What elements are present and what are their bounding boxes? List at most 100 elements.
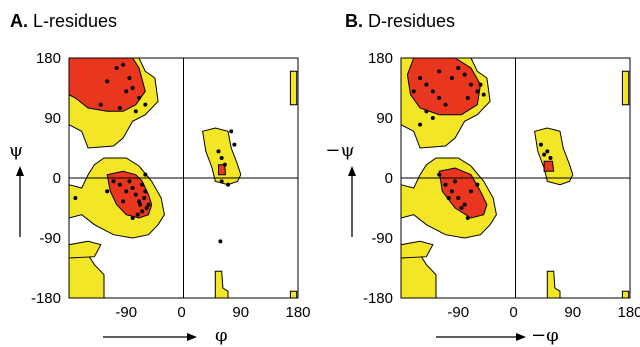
y-tick-label: -90 xyxy=(39,230,61,247)
core-region xyxy=(406,57,482,116)
data-point xyxy=(143,172,148,177)
panel-title: A. L-residues xyxy=(10,11,117,31)
data-point xyxy=(424,109,429,114)
allowed-region xyxy=(621,290,630,299)
data-point xyxy=(226,182,231,187)
x-axis-arrow-head xyxy=(516,333,526,341)
data-point xyxy=(481,92,486,97)
data-point xyxy=(121,199,126,204)
data-point xyxy=(124,89,129,94)
data-point xyxy=(140,182,145,187)
x-tick-label: 0 xyxy=(509,304,517,321)
x-axis-label: φ xyxy=(215,325,228,346)
allowed-region xyxy=(289,70,298,106)
core-region xyxy=(218,164,227,176)
x-tick-label: 180 xyxy=(285,304,310,321)
data-point xyxy=(222,162,227,167)
panel-letter: A. xyxy=(10,11,28,31)
x-axis-arrow-head xyxy=(187,333,197,341)
data-point xyxy=(73,196,78,200)
data-point xyxy=(127,76,132,80)
data-point xyxy=(424,82,429,87)
data-point xyxy=(146,202,151,207)
data-point xyxy=(98,102,103,107)
data-point xyxy=(136,199,141,204)
data-point xyxy=(142,196,147,200)
data-point xyxy=(135,212,140,217)
data-point xyxy=(465,96,470,100)
data-point xyxy=(229,129,234,134)
data-point xyxy=(121,62,126,67)
data-point xyxy=(465,216,470,220)
data-point xyxy=(114,66,119,70)
data-point xyxy=(430,116,435,120)
y-axis-arrow-head xyxy=(348,166,356,176)
data-point xyxy=(117,182,122,187)
y-axis-label: −ψ xyxy=(325,140,354,161)
data-point xyxy=(105,79,110,84)
data-point xyxy=(138,202,143,207)
data-point xyxy=(478,82,483,87)
data-point xyxy=(232,142,237,147)
panel-title: B. D-residues xyxy=(345,11,455,31)
data-point xyxy=(446,196,451,200)
allowed-region xyxy=(621,70,630,106)
data-point xyxy=(437,69,442,74)
data-point xyxy=(127,179,132,184)
data-point xyxy=(437,96,442,100)
data-point xyxy=(462,72,467,77)
data-point xyxy=(542,152,547,157)
data-point xyxy=(456,66,461,70)
data-point xyxy=(144,206,149,210)
data-point xyxy=(143,102,148,107)
data-point xyxy=(475,182,480,187)
y-tick-label: 180 xyxy=(368,50,393,67)
x-tick-label: 90 xyxy=(232,304,249,321)
data-point xyxy=(130,86,135,90)
allowed-region xyxy=(289,290,298,299)
x-tick-label: 90 xyxy=(564,304,581,321)
data-point xyxy=(130,186,135,190)
data-point xyxy=(456,196,461,200)
panel-letter: B. xyxy=(345,11,363,31)
data-point xyxy=(130,216,135,220)
y-tick-label: 0 xyxy=(385,170,393,187)
data-point xyxy=(105,189,110,194)
data-point xyxy=(218,239,223,244)
y-tick-label: 90 xyxy=(376,110,393,127)
data-point xyxy=(418,122,423,127)
data-point xyxy=(545,149,550,154)
data-point xyxy=(443,102,448,107)
data-point xyxy=(216,149,221,154)
data-point xyxy=(136,96,141,100)
data-point xyxy=(124,189,129,194)
plot-frame xyxy=(68,57,299,299)
y-tick-label: 90 xyxy=(44,110,61,127)
data-point xyxy=(462,202,467,207)
y-tick-label: -180 xyxy=(31,290,61,307)
data-point xyxy=(538,142,543,147)
y-tick-label: 0 xyxy=(53,170,61,187)
data-point xyxy=(449,76,454,80)
x-tick-label: -90 xyxy=(115,304,137,321)
data-point xyxy=(437,172,442,177)
data-point xyxy=(117,106,122,110)
data-point xyxy=(475,89,480,94)
y-tick-label: 180 xyxy=(36,50,61,67)
data-point xyxy=(411,89,416,94)
panel-title-text: L-residues xyxy=(33,11,117,31)
panel-title-text: D-residues xyxy=(368,11,455,31)
data-point xyxy=(468,82,473,87)
data-point xyxy=(430,89,435,94)
x-tick-label: 180 xyxy=(617,304,640,321)
data-point xyxy=(133,192,138,197)
x-axis-label: −φ xyxy=(531,325,559,346)
y-axis-label: ψ xyxy=(9,140,23,161)
data-point xyxy=(418,76,423,80)
core-region xyxy=(68,57,146,112)
data-point xyxy=(468,189,473,194)
data-point xyxy=(459,206,464,210)
data-point xyxy=(443,182,448,187)
x-tick-label: -90 xyxy=(447,304,469,321)
